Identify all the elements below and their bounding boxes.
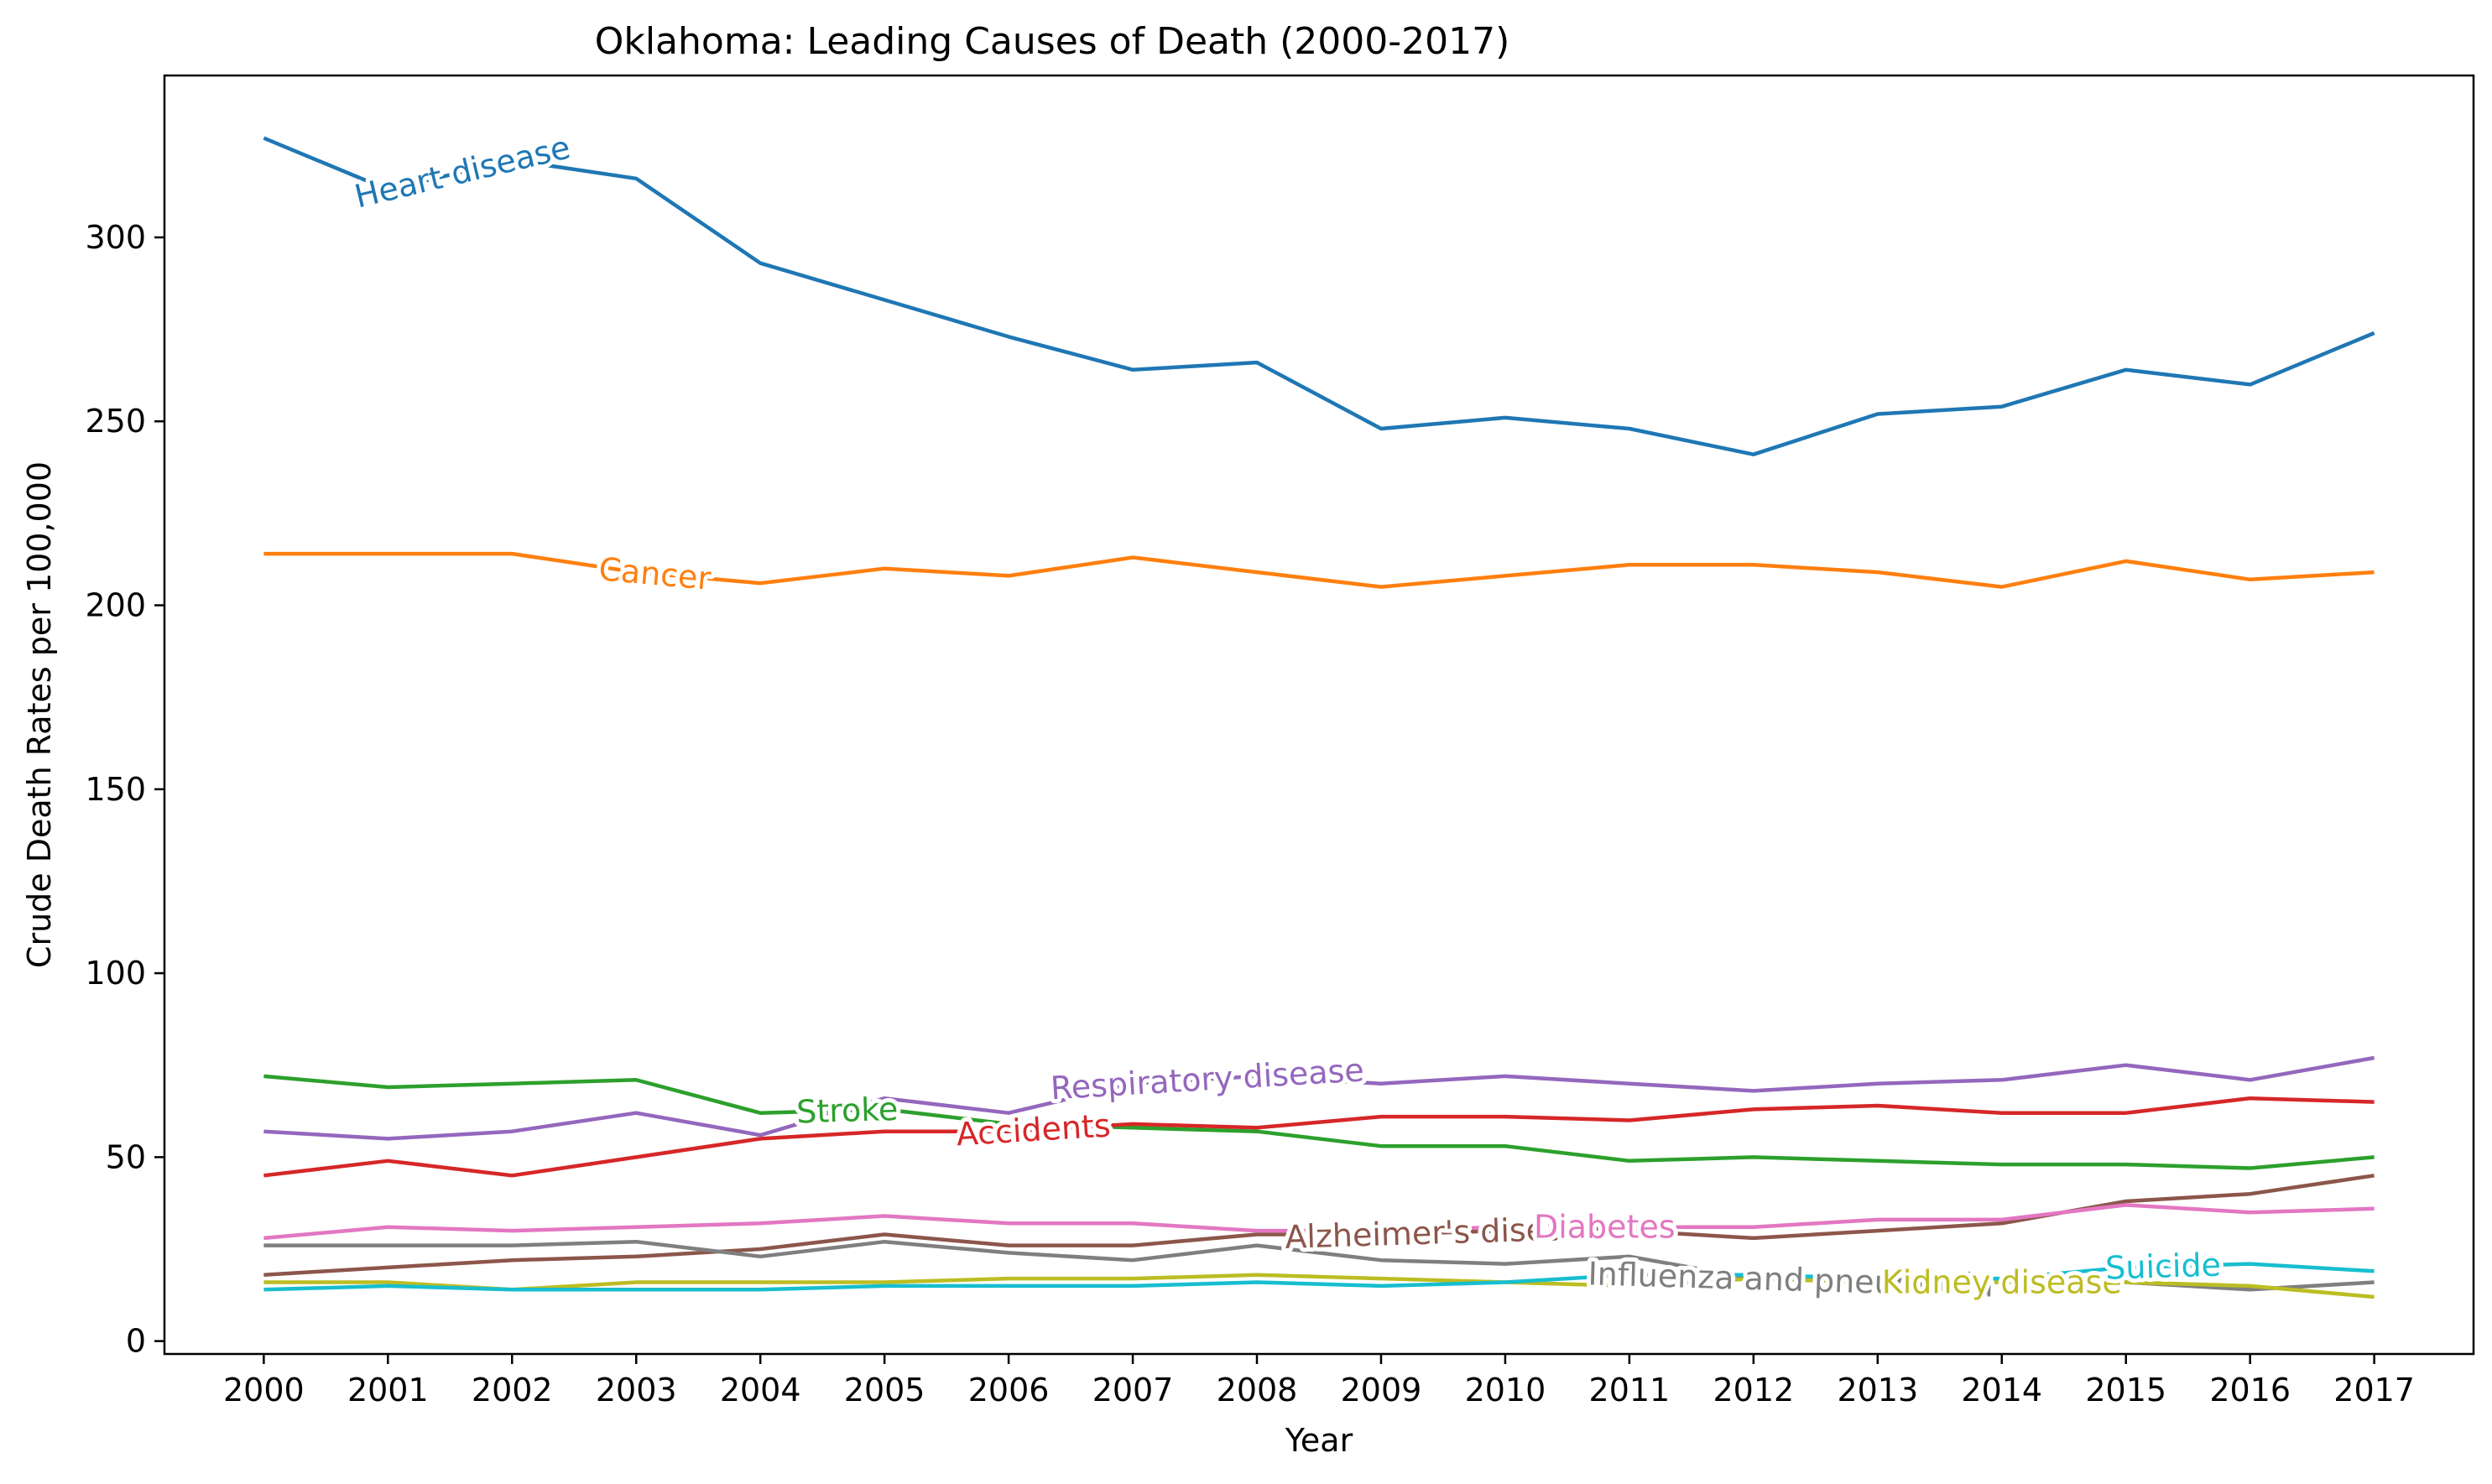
- series-line-kidney-disease: [263, 1273, 2375, 1299]
- x-tick-label: 2010: [1465, 1372, 1546, 1408]
- y-tick-label: 100: [85, 955, 146, 992]
- x-tick-label: 2013: [1837, 1372, 1918, 1408]
- series-label-suicide: Suicide: [2105, 1247, 2222, 1287]
- series-line-alzheimer-s-disease: [263, 1174, 2375, 1277]
- x-tick-label: 2011: [1589, 1372, 1671, 1408]
- x-tick-label: 2014: [1961, 1372, 2042, 1408]
- y-tick-label: 150: [85, 771, 146, 808]
- series-label-stroke: Stroke: [796, 1091, 899, 1131]
- x-tick-label: 2004: [720, 1372, 801, 1408]
- x-tick-label: 2012: [1713, 1372, 1794, 1408]
- x-tick-label: 2007: [1092, 1372, 1174, 1408]
- y-tick-label: 250: [85, 403, 146, 440]
- y-tick-label: 0: [126, 1323, 146, 1360]
- y-tick-label: 50: [106, 1138, 146, 1175]
- x-tick-label: 2000: [223, 1372, 305, 1408]
- series-label-diabetes: Diabetes: [1534, 1209, 1676, 1246]
- y-tick-label: 300: [85, 219, 146, 256]
- series-label-kidney-disease: Kidney disease: [1882, 1263, 2122, 1300]
- x-tick-label: 2009: [1341, 1372, 1422, 1408]
- series-line-diabetes: [263, 1203, 2375, 1241]
- x-axis-label: Year: [1285, 1422, 1353, 1459]
- series-line-heart-disease: [263, 136, 2375, 456]
- x-tick-label: 2015: [2085, 1372, 2166, 1408]
- x-tick-label: 2001: [347, 1372, 429, 1408]
- series-line-cancer: [263, 551, 2375, 589]
- x-tick-label: 2008: [1217, 1372, 1298, 1408]
- chart-title: Oklahoma: Leading Causes of Death (2000-…: [595, 20, 1510, 63]
- x-tick-label: 2002: [472, 1372, 553, 1408]
- series-line-respiratory-disease: [263, 1055, 2375, 1141]
- series-line-stroke: [263, 1074, 2375, 1170]
- plot-frame: [163, 74, 2475, 1356]
- x-tick-label: 2005: [844, 1372, 925, 1408]
- y-axis-label: Crude Death Rates per 100,000: [21, 461, 58, 968]
- series-line-suicide: [263, 1262, 2375, 1292]
- x-tick-label: 2017: [2333, 1372, 2415, 1408]
- plot-area: 2000 2001 2002 2003 2004 2005 2006 2007 2008 2009…: [85, 124, 2415, 1408]
- x-tick-label: 2003: [596, 1372, 677, 1408]
- series-line-accidents: [263, 1096, 2375, 1178]
- y-tick-label: 200: [85, 587, 146, 624]
- x-tick-label: 2016: [2209, 1372, 2291, 1408]
- x-tick-label: 2006: [968, 1372, 1050, 1408]
